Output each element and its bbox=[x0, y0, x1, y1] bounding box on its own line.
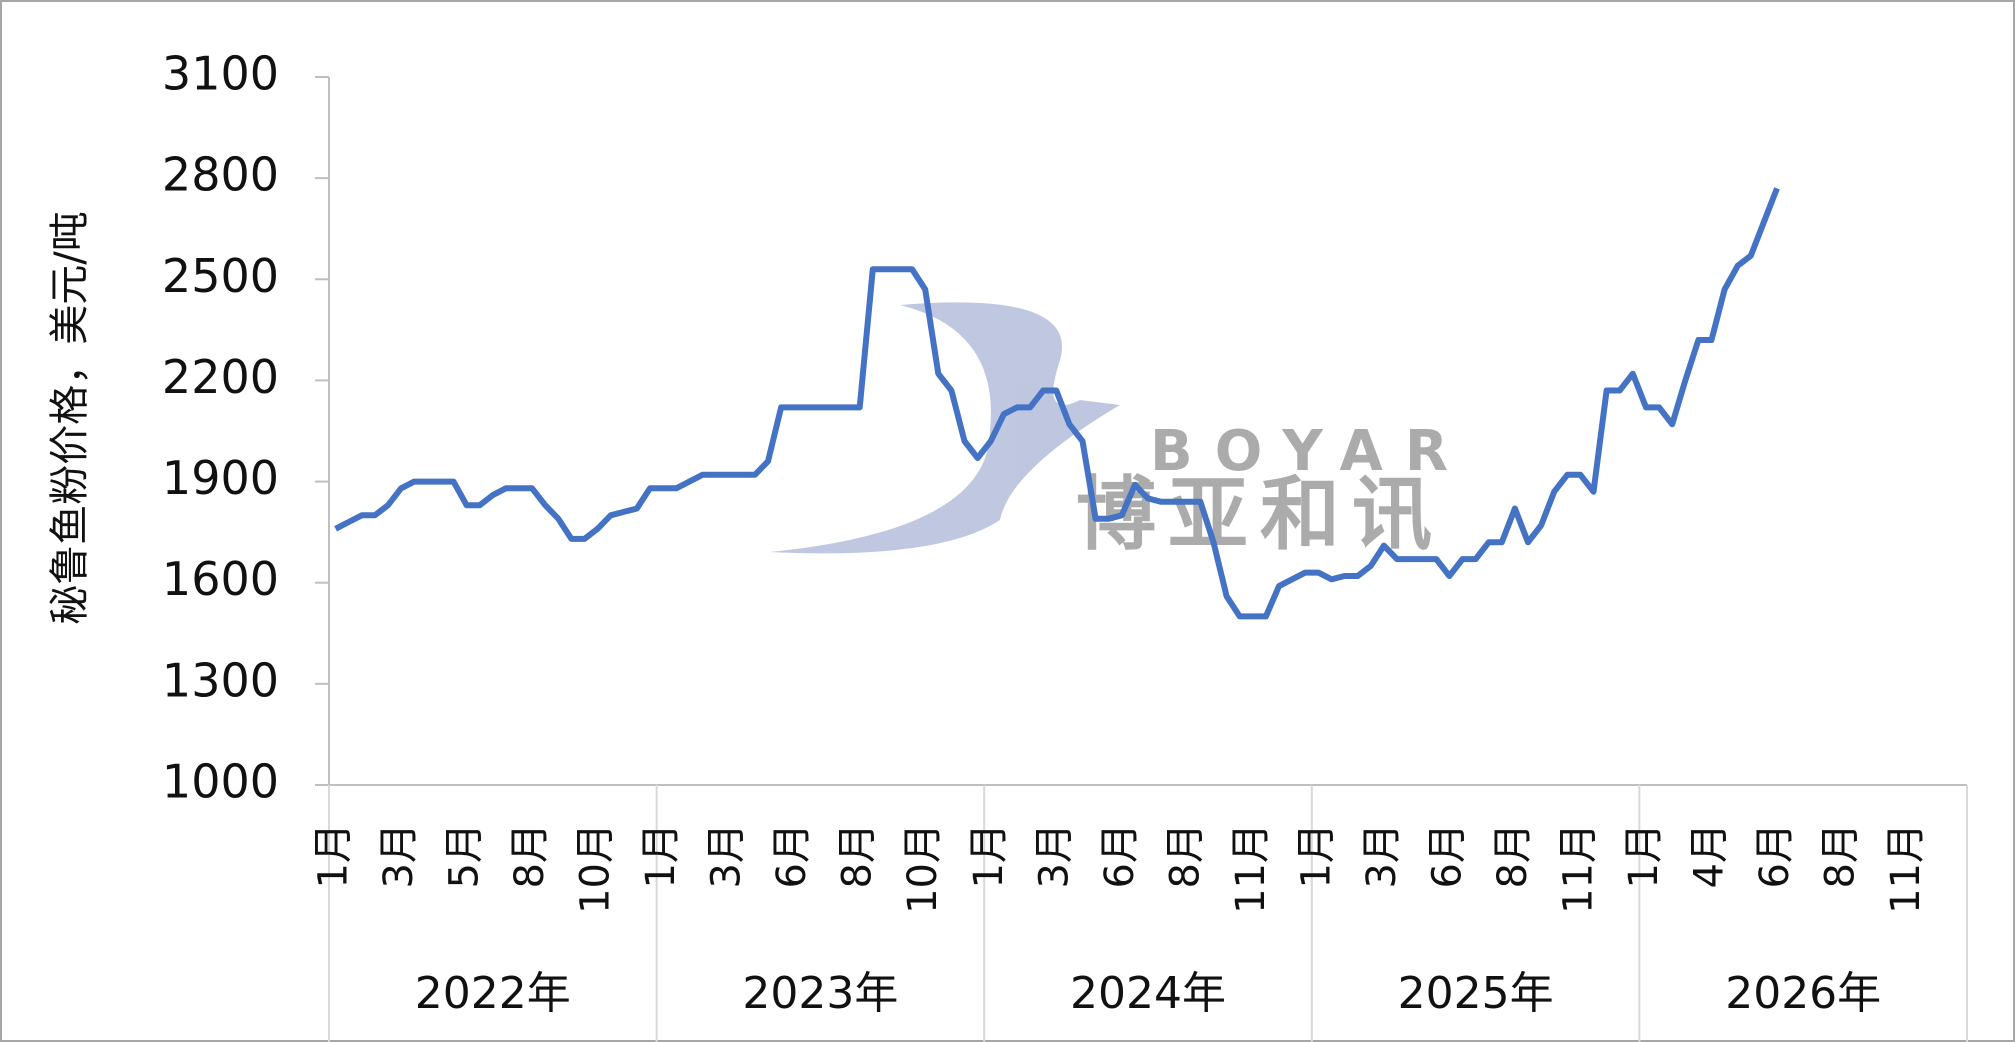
x-tick-label: 6月 bbox=[1097, 823, 1143, 888]
group-label: 2022年 bbox=[415, 968, 571, 1019]
x-tick-label: 8月 bbox=[1162, 823, 1208, 888]
y-tick-label: 1300 bbox=[162, 653, 279, 707]
x-tick-label: 4月 bbox=[1686, 823, 1732, 888]
group-label: 2023年 bbox=[742, 968, 898, 1019]
watermark-en: BOYAR bbox=[1150, 419, 1470, 484]
x-tick-label: 8月 bbox=[1490, 823, 1536, 888]
y-tick-label: 2800 bbox=[162, 148, 279, 202]
x-tick-label: 10月 bbox=[573, 823, 619, 914]
x-tick-label: 1月 bbox=[638, 823, 684, 888]
x-tick-label: 3月 bbox=[1031, 823, 1077, 888]
group-label: 2025年 bbox=[1398, 968, 1554, 1019]
group-label: 2026年 bbox=[1725, 968, 1881, 1019]
y-tick-label: 1600 bbox=[162, 552, 279, 606]
x-tick-label: 3月 bbox=[1359, 823, 1405, 888]
watermark: BOYAR 博亚和讯 bbox=[770, 302, 1470, 561]
x-tick-label: 1月 bbox=[966, 823, 1012, 888]
watermark-logo bbox=[770, 302, 1120, 554]
y-tick-label: 2200 bbox=[162, 350, 279, 404]
y-axis-title: 秘鲁鱼粉价格，美元/吨 bbox=[47, 211, 93, 624]
x-tick-label: 3月 bbox=[376, 823, 422, 888]
x-tick-label: 8月 bbox=[835, 823, 881, 888]
y-tick-label: 2500 bbox=[162, 249, 279, 303]
x-tick-label: 6月 bbox=[769, 823, 815, 888]
x-tick-label: 1月 bbox=[311, 823, 357, 888]
group-label: 2024年 bbox=[1070, 968, 1226, 1019]
line-series bbox=[334, 187, 1780, 620]
x-tick-label: 11月 bbox=[1883, 823, 1929, 914]
y-tick-label: 3100 bbox=[162, 47, 279, 101]
x-tick-label: 1月 bbox=[1293, 823, 1339, 888]
x-tick-label: 11月 bbox=[1228, 823, 1274, 914]
y-tick-label: 1900 bbox=[162, 451, 279, 505]
x-tick-label: 10月 bbox=[900, 823, 946, 914]
x-tick-label: 6月 bbox=[1752, 823, 1798, 888]
x-tick-label: 3月 bbox=[704, 823, 750, 888]
x-tick-label: 5月 bbox=[442, 823, 488, 888]
x-tick-label: 8月 bbox=[1818, 823, 1864, 888]
x-tick-label: 6月 bbox=[1424, 823, 1470, 888]
x-tick-label: 1月 bbox=[1621, 823, 1667, 888]
x-tick-label: 11月 bbox=[1555, 823, 1601, 914]
x-tick-label: 8月 bbox=[507, 823, 553, 888]
y-tick-label: 1000 bbox=[162, 755, 279, 809]
